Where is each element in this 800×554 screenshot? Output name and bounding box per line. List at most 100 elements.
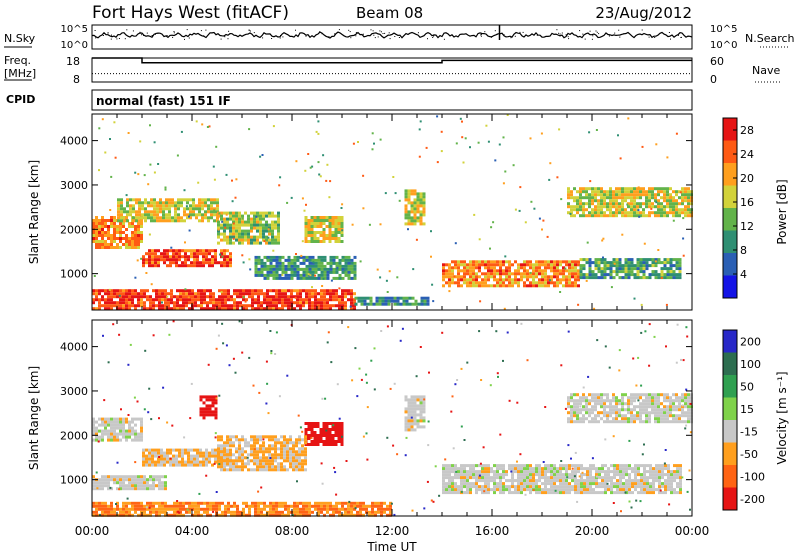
heatmap-cell bbox=[302, 289, 305, 293]
heatmap-cell bbox=[214, 258, 217, 262]
heatmap-cell bbox=[511, 473, 514, 477]
heatmap-cell bbox=[232, 444, 235, 448]
heatmap-cell bbox=[134, 487, 137, 491]
heatmap-scatter bbox=[241, 254, 244, 257]
heatmap-cell bbox=[389, 501, 392, 505]
heatmap-cell bbox=[442, 482, 445, 486]
heatmap-cell bbox=[143, 504, 146, 508]
heatmap-cell bbox=[125, 417, 128, 421]
heatmap-cell bbox=[535, 482, 538, 486]
heatmap-cell bbox=[625, 470, 628, 474]
heatmap-cell bbox=[162, 219, 165, 223]
heatmap-cell bbox=[615, 205, 618, 209]
heatmap-cell bbox=[265, 214, 268, 218]
heatmap-cell bbox=[137, 481, 140, 485]
heatmap-cell bbox=[212, 304, 215, 308]
heatmap-cell bbox=[317, 507, 320, 511]
heatmap-cell bbox=[628, 479, 631, 483]
heatmap-cell bbox=[628, 473, 631, 477]
heatmap-cell bbox=[256, 459, 259, 463]
heatmap-cell bbox=[648, 258, 652, 262]
heatmap-scatter bbox=[278, 184, 281, 187]
heatmap-cell bbox=[410, 189, 414, 193]
heatmap-cell bbox=[245, 307, 248, 311]
noise-search-dot bbox=[433, 35, 435, 37]
heatmap-cell bbox=[322, 234, 326, 237]
heatmap-cell bbox=[280, 456, 283, 460]
heatmap-cell bbox=[615, 190, 618, 194]
heatmap-cell bbox=[672, 276, 676, 280]
heatmap-cell bbox=[290, 276, 294, 280]
heatmap-cell bbox=[328, 431, 332, 434]
heatmap-cell bbox=[110, 478, 113, 482]
heatmap-cell bbox=[296, 273, 300, 277]
heatmap-cell bbox=[213, 213, 216, 217]
heatmap-cell bbox=[110, 222, 113, 225]
heatmap-cell bbox=[107, 292, 110, 296]
heatmap-cell bbox=[181, 454, 184, 458]
heatmap-cell bbox=[287, 258, 291, 262]
heatmap-cell bbox=[226, 457, 229, 461]
heatmap-cell bbox=[223, 252, 226, 256]
heatmap-cell bbox=[244, 438, 247, 442]
heatmap-scatter bbox=[267, 228, 270, 231]
heatmap-cell bbox=[511, 464, 514, 468]
heatmap-cell bbox=[410, 428, 414, 432]
heatmap-cell bbox=[173, 304, 176, 308]
heatmap-cell bbox=[217, 453, 220, 457]
heatmap-cell bbox=[168, 216, 171, 220]
heatmap-cell bbox=[313, 219, 317, 222]
heatmap-cell bbox=[442, 272, 445, 276]
heatmap-cell bbox=[206, 501, 209, 505]
heatmap-cell bbox=[117, 219, 120, 223]
heatmap-cell bbox=[663, 190, 666, 194]
heatmap-cell bbox=[214, 261, 217, 265]
heatmap-cell bbox=[481, 263, 484, 267]
heatmap-cell bbox=[404, 195, 408, 199]
heatmap-cell bbox=[125, 475, 128, 479]
heatmap-cell bbox=[338, 261, 342, 265]
heatmap-cell bbox=[153, 213, 156, 217]
heatmap-cell bbox=[158, 484, 161, 488]
heatmap-cell bbox=[556, 266, 559, 270]
heatmap-cell bbox=[177, 201, 180, 205]
heatmap-cell bbox=[651, 270, 655, 274]
heatmap-cell bbox=[299, 507, 302, 511]
heatmap-cell bbox=[163, 463, 166, 467]
heatmap-cell bbox=[338, 258, 342, 262]
heatmap-cell bbox=[260, 304, 263, 308]
heatmap-cell bbox=[660, 267, 664, 271]
heatmap-cell bbox=[487, 263, 490, 267]
heatmap-cell bbox=[104, 484, 107, 488]
heatmap-cell bbox=[499, 485, 502, 489]
heatmap-cell bbox=[208, 457, 211, 461]
heatmap-cell bbox=[137, 295, 140, 299]
heatmap-cell bbox=[194, 301, 197, 305]
heatmap-cell bbox=[579, 205, 582, 209]
colorbar-swatch bbox=[723, 163, 737, 186]
noise-search-dot bbox=[558, 32, 560, 34]
heatmap-cell bbox=[532, 275, 535, 279]
heatmap-cell bbox=[541, 278, 544, 282]
heatmap-cell bbox=[269, 513, 272, 517]
heatmap-cell bbox=[177, 198, 180, 202]
heatmap-cell bbox=[628, 485, 631, 489]
heatmap-cell bbox=[146, 295, 149, 299]
heatmap-cell bbox=[413, 404, 417, 408]
heatmap-cell bbox=[658, 470, 661, 474]
heatmap-cell bbox=[589, 479, 592, 483]
heatmap-cell bbox=[116, 231, 119, 234]
heatmap-cell bbox=[223, 447, 226, 451]
heatmap-cell bbox=[422, 410, 426, 414]
heatmap-cell bbox=[673, 473, 676, 477]
heatmap-cell bbox=[666, 199, 669, 203]
heatmap-cell bbox=[128, 426, 131, 430]
noise-search-dot bbox=[559, 33, 561, 35]
heatmap-cell bbox=[164, 507, 167, 511]
heatmap-cell bbox=[274, 465, 277, 469]
heatmap-cell bbox=[676, 464, 679, 468]
heatmap-cell bbox=[271, 220, 274, 224]
heatmap-cell bbox=[220, 453, 223, 457]
heatmap-cell bbox=[576, 196, 579, 200]
heatmap-cell bbox=[235, 220, 238, 224]
